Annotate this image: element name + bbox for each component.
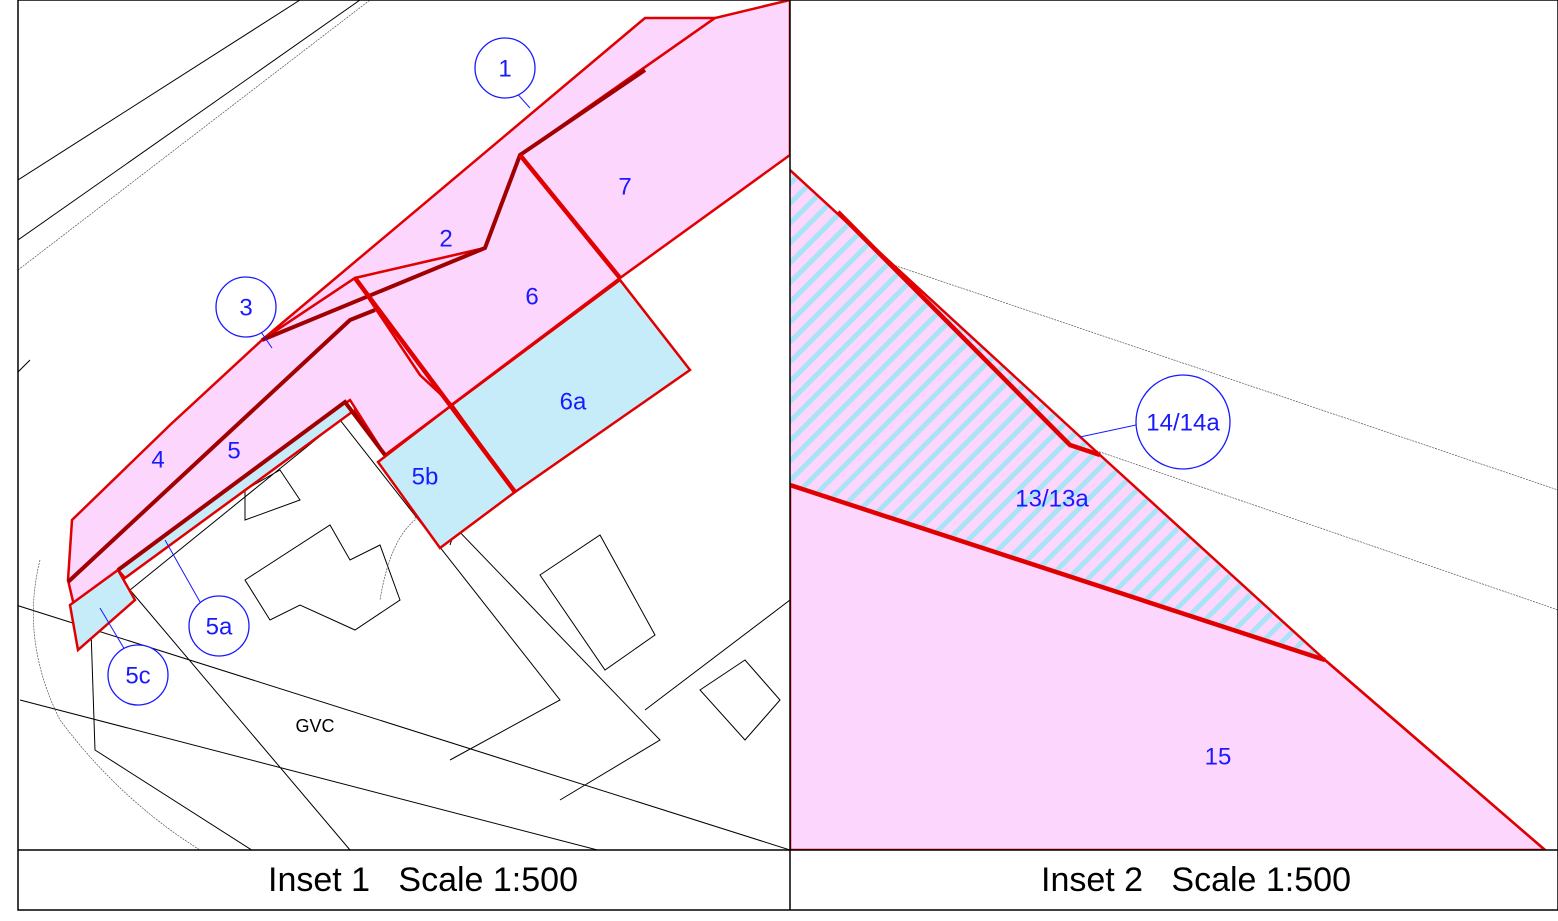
label: 5a [206, 613, 233, 640]
label: 2 [439, 225, 452, 252]
label: 4 [151, 446, 164, 473]
label: 5c [125, 662, 150, 689]
label: 6 [525, 283, 538, 310]
label: GVC [295, 716, 334, 736]
label: 14/14a [1146, 409, 1220, 436]
label: 6a [560, 388, 587, 415]
label: 1 [498, 55, 511, 82]
caption: Inset 1 Scale 1:500 [268, 861, 578, 899]
label: 15 [1205, 743, 1232, 770]
label: 5b [412, 463, 439, 490]
caption: Inset 2 Scale 1:500 [1041, 861, 1351, 899]
inset-1-map: 1 2 3 4 5 5a 5b 5c 6 6a 7 GVC [18, 0, 790, 850]
label: 3 [239, 294, 252, 321]
label: 5 [227, 437, 240, 464]
label: 13/13a [1015, 485, 1089, 512]
inset-2-map: 14/14a 13/13a 15 [790, 169, 1558, 850]
label: 7 [618, 173, 631, 200]
